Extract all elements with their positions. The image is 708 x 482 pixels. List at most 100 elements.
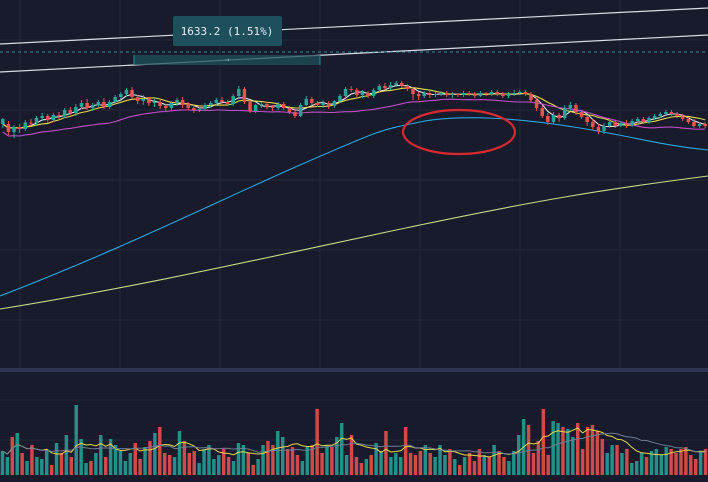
candle-body [703,124,707,126]
volume-bar [448,449,452,475]
volume-bar [295,455,300,475]
volume-bar [64,435,69,475]
candle-body [647,118,651,122]
candle-body [574,105,578,112]
volume-bar [575,423,580,475]
candle-body [298,105,303,116]
volume-bar [679,449,683,475]
measure-range-box [134,55,320,65]
volume-bar [654,449,659,475]
volume-bar [403,427,408,475]
volume-bar [300,461,305,475]
candle-body [366,93,370,96]
volume-bar [379,451,383,475]
pane-divider[interactable] [0,368,708,372]
volume-bar [231,461,236,475]
candle-body [192,108,196,110]
candle-body [506,94,511,96]
candle-body [242,89,247,102]
volume-bar [192,451,196,475]
candle-body [512,93,516,94]
volume-bar [339,423,344,475]
volume-bar [138,459,142,475]
candle-body [624,123,629,125]
volume-bar [566,429,570,475]
candle-body [456,94,460,95]
candle-body [675,114,679,116]
volume-bar [113,445,118,475]
volume-bar [94,453,98,475]
volume-bar [103,457,108,475]
volume-bar [177,431,182,475]
candle-body [158,102,162,106]
trend-lines[interactable] [0,7,708,73]
candle-body [17,127,22,129]
volume-bar [512,451,516,475]
candle-body [293,112,297,116]
candle-body [484,93,488,94]
volume-bar [35,457,39,475]
candle-body [214,100,219,103]
volume-bar [374,443,378,475]
candle-body [231,96,235,104]
candle-body [534,100,539,108]
volume-bar [684,447,688,475]
candle-body [23,122,28,129]
volume-bar [541,409,546,475]
candle-body [669,112,674,114]
volume-bar [620,453,624,475]
volume-bar [600,439,605,475]
volume-bar [516,435,521,475]
candle-body [467,93,471,94]
candle-body [203,105,207,109]
candle-body [473,94,477,96]
candle-body [29,122,33,124]
candle-body [428,93,432,95]
candle-body [164,106,168,108]
trend-line-upper[interactable] [0,7,708,45]
volume-bar [462,457,467,475]
volume-bar [241,445,246,475]
volume-bar [335,437,339,475]
volume-bar [698,451,703,475]
volume-bar [389,457,393,475]
candle-body [518,92,522,93]
volume-grid-lines [0,399,708,441]
volume-bar [703,449,708,475]
candle-body [135,97,140,101]
candle-body [355,90,359,95]
candle-body [602,126,606,131]
volume-bar [556,423,560,475]
volume-bar [217,455,221,475]
candle-body [444,93,449,95]
volume-bar [158,427,162,475]
volume-bar [644,457,649,475]
volume-bar [467,453,472,475]
volume-bar [320,453,324,475]
candle-body [326,103,331,106]
candle-body [96,102,101,105]
candle-body [636,119,640,121]
measure-tool[interactable]: ⇢ 1633.2 (1.51%) [133,16,321,65]
volume-bar [261,445,265,475]
volume-bar [364,459,369,475]
candle-body [248,102,252,111]
candle-body [270,107,275,108]
candle-body [253,105,258,111]
candle-body [557,115,561,118]
trend-line-lower[interactable] [0,34,708,73]
volume-bar [477,449,482,475]
volume-bar [344,455,349,475]
volume-bar [108,439,113,475]
candle-body [119,94,123,97]
ma-blue-line [0,117,708,297]
candle-body [197,109,202,110]
candle-body [680,116,685,119]
volume-bar [605,453,609,475]
volume-bar [20,453,24,475]
volume-bar [649,451,654,475]
highlight-circle[interactable] [401,108,517,156]
candle-body [613,122,618,126]
